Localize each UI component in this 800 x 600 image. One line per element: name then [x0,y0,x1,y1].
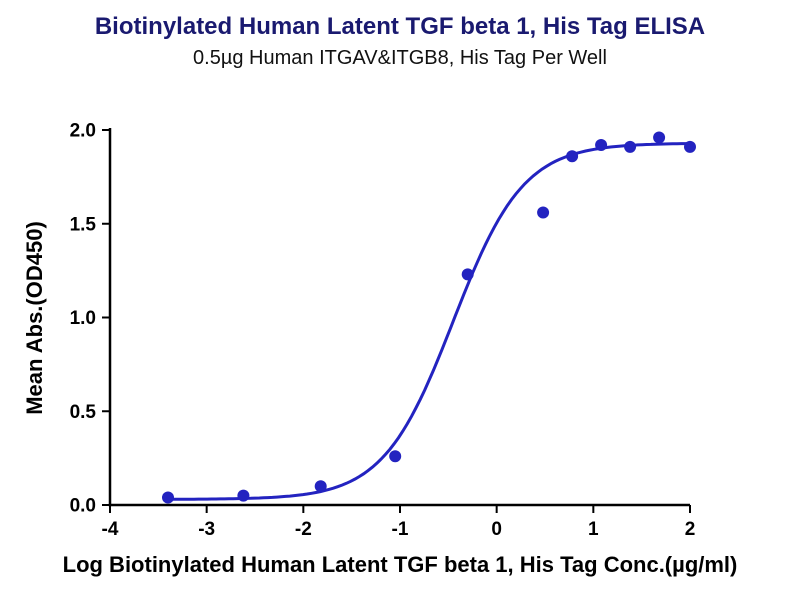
y-tick-label: 2.0 [70,121,96,142]
data-point [684,140,696,153]
x-tick-label: -2 [295,519,312,540]
data-point [237,489,250,502]
data-point [595,139,608,151]
y-tick-label: 0.5 [70,402,97,423]
x-axis-label: Log Biotinylated Human Latent TGF beta 1… [63,552,738,577]
y-tick-label: 0.0 [70,496,96,517]
chart-title: Biotinylated Human Latent TGF beta 1, Hi… [95,13,705,40]
y-axis-label: Mean Abs.(OD450) [22,221,47,415]
data-point [162,491,174,504]
x-tick-label: 0 [491,519,502,540]
chart-subtitle: 0.5µg Human ITGAV&ITGB8, His Tag Per Wel… [193,47,607,69]
data-point [566,150,579,163]
x-tick-label: -3 [198,519,215,540]
x-tick-label: 1 [588,519,599,540]
data-point [653,131,666,144]
x-tick-label: -4 [102,519,119,540]
data-point [537,206,550,219]
data-point [461,268,474,281]
fit-curve [166,142,692,501]
data-point [624,140,637,153]
x-tick-label: -1 [392,519,409,540]
y-tick-label: 1.5 [70,214,97,235]
data-point [314,480,327,493]
data-point [389,450,402,463]
x-tick-label: 2 [685,519,696,540]
y-tick-label: 1.0 [70,308,96,329]
